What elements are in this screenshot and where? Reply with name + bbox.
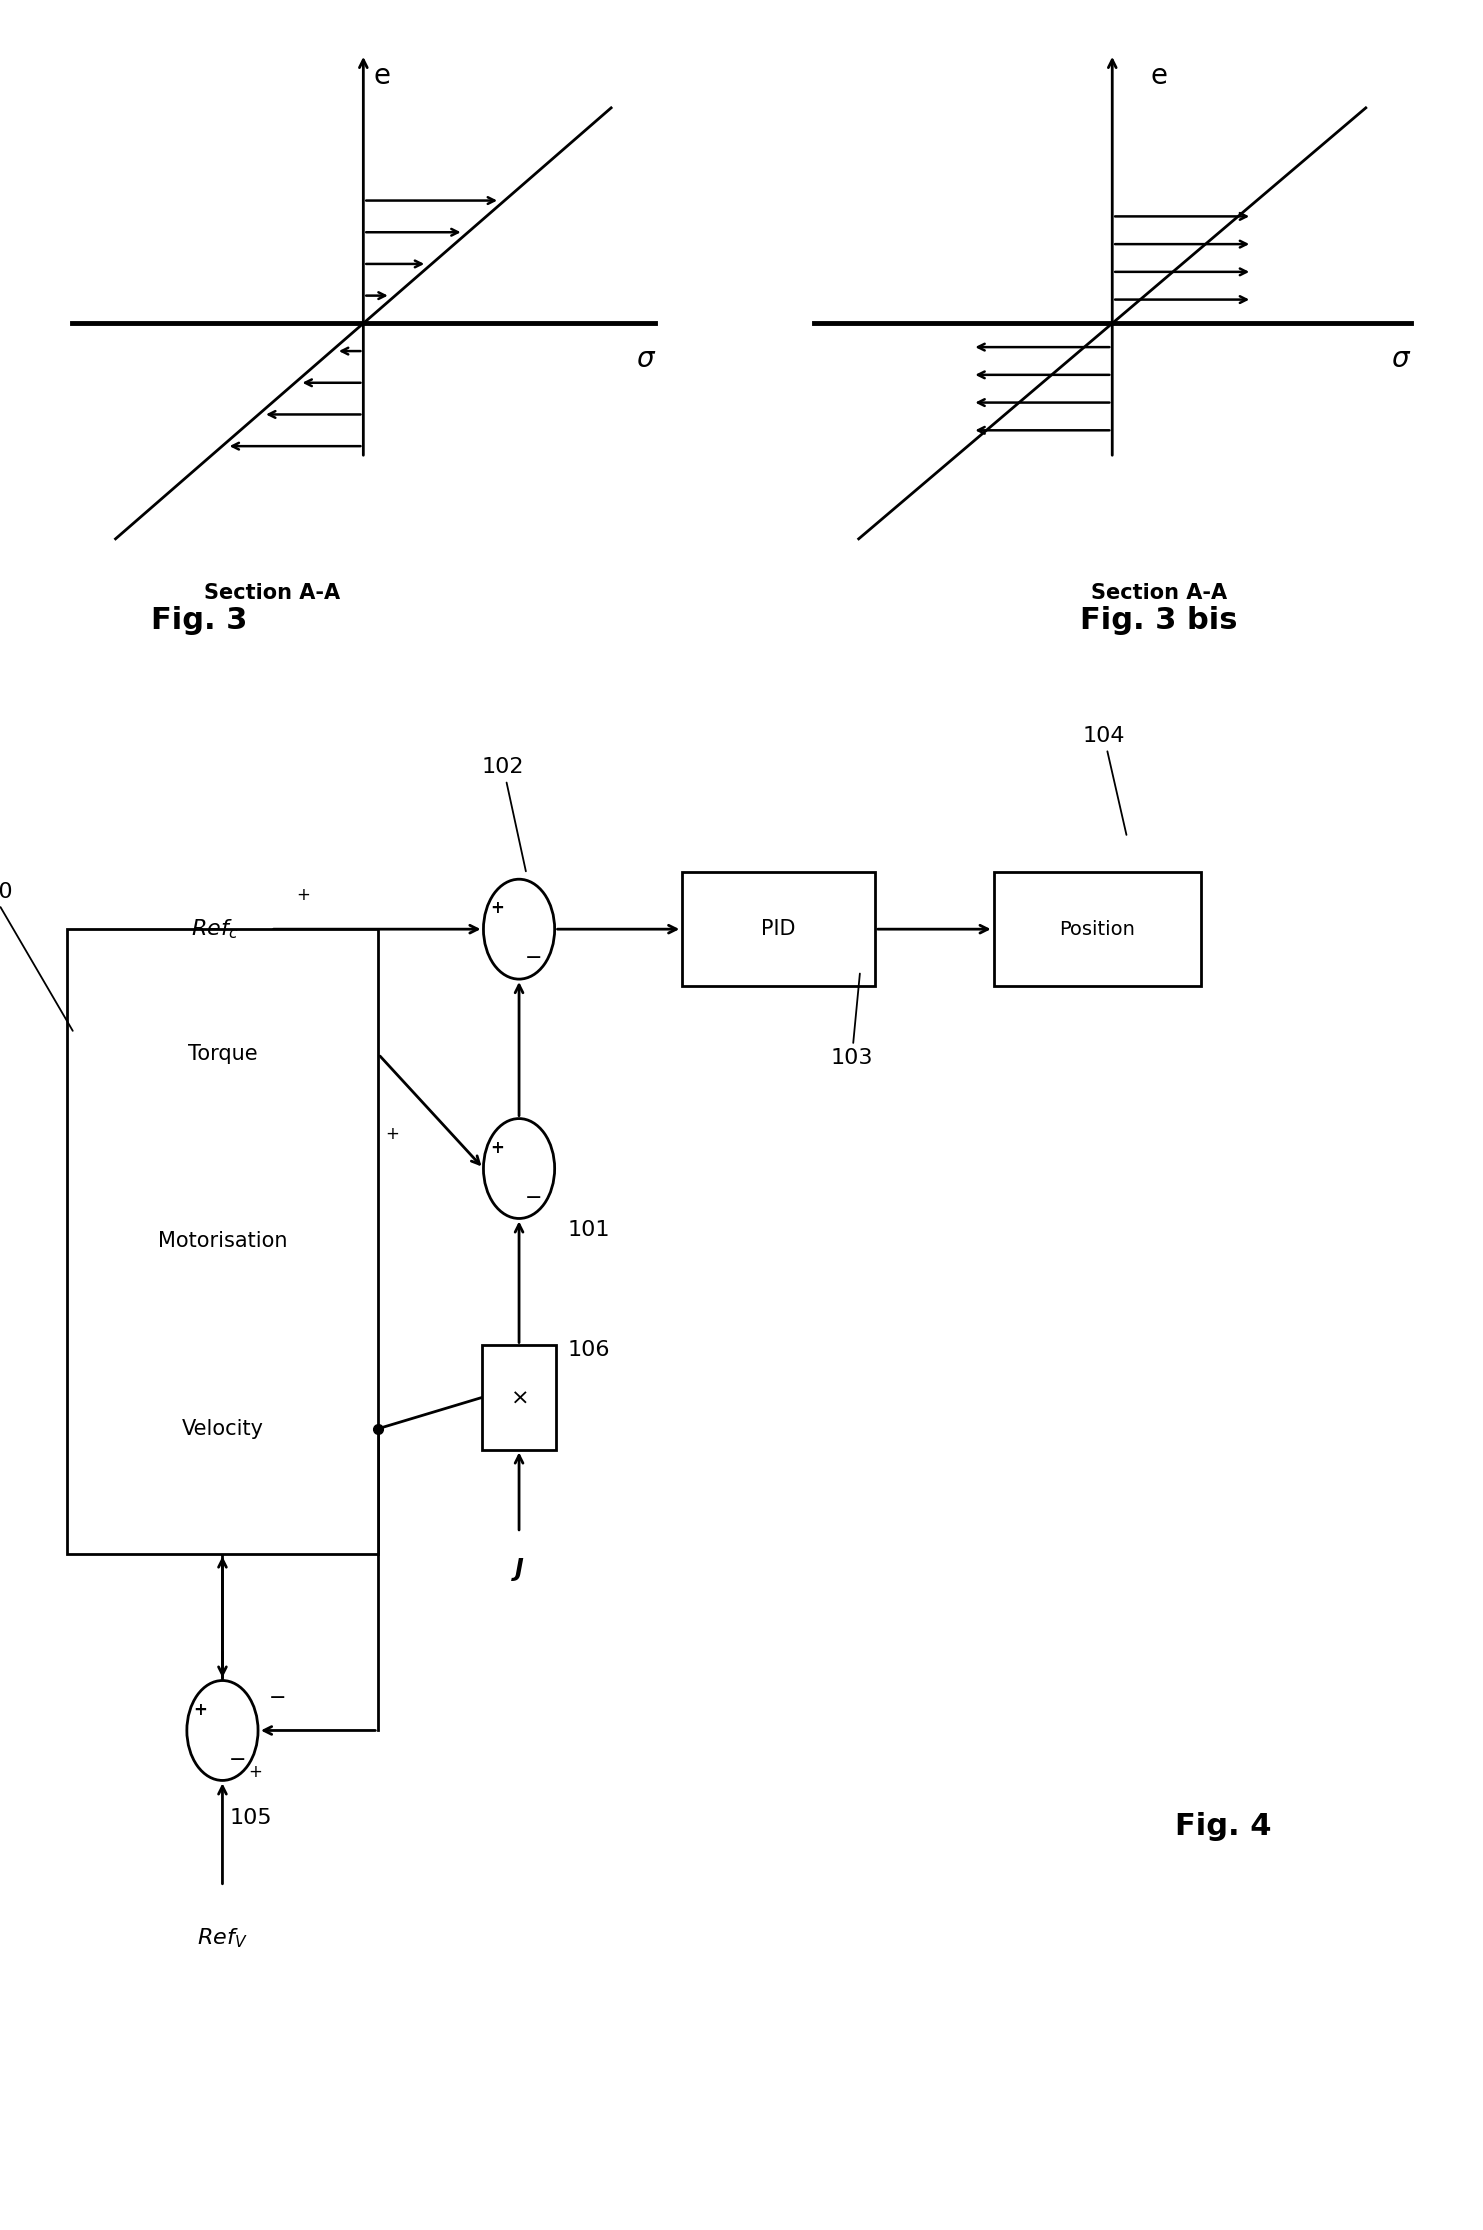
- Text: Section A-A: Section A-A: [1091, 582, 1226, 602]
- Text: $\mathit{\sigma}$: $\mathit{\sigma}$: [1391, 346, 1412, 372]
- Text: +: +: [489, 1140, 504, 1157]
- Text: e: e: [374, 62, 390, 89]
- Text: +: +: [297, 885, 310, 903]
- Circle shape: [483, 879, 555, 979]
- Text: Fig. 3 bis: Fig. 3 bis: [1080, 607, 1238, 636]
- Text: +: +: [386, 1126, 399, 1144]
- FancyBboxPatch shape: [682, 872, 875, 986]
- Text: Fig. 3: Fig. 3: [151, 607, 248, 636]
- FancyBboxPatch shape: [482, 1345, 556, 1450]
- Text: −: −: [525, 948, 543, 968]
- Text: 101: 101: [568, 1220, 610, 1240]
- Text: −: −: [228, 1751, 246, 1771]
- Circle shape: [483, 1119, 555, 1218]
- Text: PID: PID: [761, 919, 796, 939]
- Text: Ref$_V$: Ref$_V$: [197, 1927, 248, 1951]
- Text: Section A-A: Section A-A: [205, 582, 340, 602]
- Text: 105: 105: [230, 1809, 273, 1829]
- Text: Fig. 4: Fig. 4: [1175, 1811, 1272, 1840]
- Text: −: −: [525, 1189, 543, 1209]
- Text: 100: 100: [0, 881, 73, 1030]
- FancyBboxPatch shape: [994, 872, 1201, 986]
- Text: 102: 102: [482, 756, 526, 872]
- Text: Motorisation: Motorisation: [157, 1231, 288, 1251]
- Text: +: +: [193, 1701, 208, 1719]
- Text: $\times$: $\times$: [510, 1387, 528, 1407]
- Text: Position: Position: [1059, 919, 1136, 939]
- Text: +: +: [489, 899, 504, 917]
- Text: 104: 104: [1083, 725, 1127, 834]
- Text: Torque: Torque: [188, 1044, 257, 1064]
- Text: Ref$_c$: Ref$_c$: [191, 917, 239, 941]
- Text: 103: 103: [830, 975, 873, 1068]
- Text: 106: 106: [568, 1340, 610, 1360]
- Text: e: e: [1151, 62, 1167, 89]
- Text: $\mathit{\sigma}$: $\mathit{\sigma}$: [636, 346, 657, 372]
- Circle shape: [187, 1681, 258, 1780]
- Text: −: −: [268, 1688, 286, 1708]
- Text: J: J: [515, 1557, 523, 1581]
- FancyBboxPatch shape: [67, 930, 378, 1554]
- Text: Velocity: Velocity: [181, 1418, 264, 1438]
- Text: +: +: [249, 1764, 262, 1782]
